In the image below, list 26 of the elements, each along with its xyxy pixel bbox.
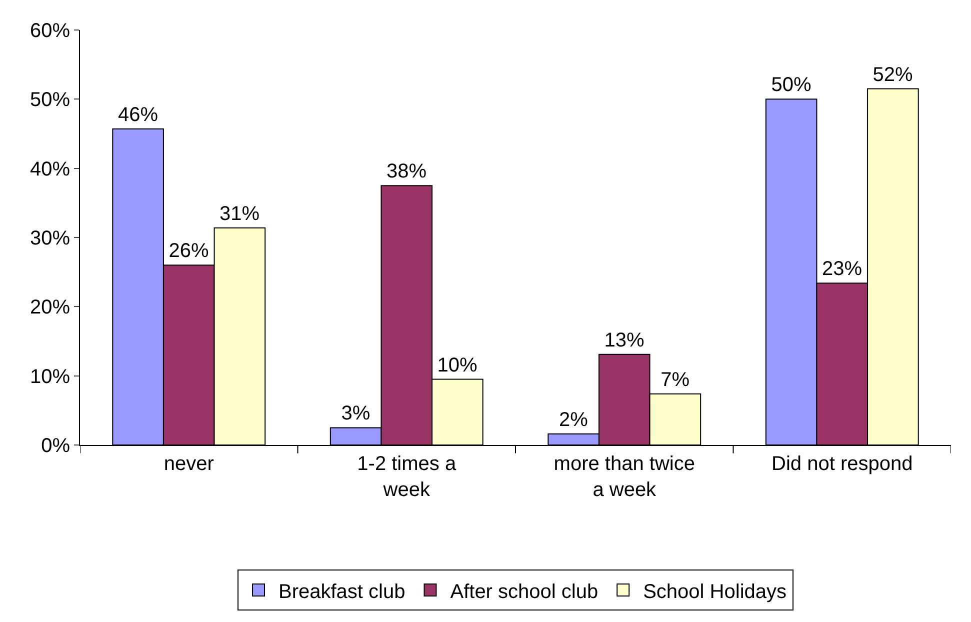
y-tick-label: 10% [30,366,70,388]
y-tick-label: 0% [41,435,70,457]
x-tick-label: more than twice a week [554,453,695,501]
x-tick-label: Did not respond [772,453,913,475]
x-tick-label: 1-2 times a week [357,453,457,501]
y-tick-label: 30% [30,228,70,250]
data-label: 52% [872,64,914,86]
data-label: 10% [437,354,478,376]
y-tick-label: 50% [30,89,70,112]
data-label: 31% [220,202,260,225]
data-label: 2% [559,408,588,431]
y-tick-label: 40% [30,158,70,180]
legend-label: School Holidays [643,580,787,603]
data-label: 3% [341,402,370,425]
y-tick-label: 20% [30,296,70,319]
data-label: 50% [771,74,812,96]
legend-label: After school club [450,580,598,603]
data-label: 38% [386,160,427,183]
data-label: 13% [604,329,644,352]
data-label: 7% [660,368,690,391]
data-label: 23% [822,258,862,280]
x-tick-label: never [164,453,214,475]
legend-label: Breakfast club [278,580,406,603]
y-tick-label: 60% [30,20,70,42]
data-label: 46% [118,104,158,126]
data-label: 26% [168,240,209,262]
